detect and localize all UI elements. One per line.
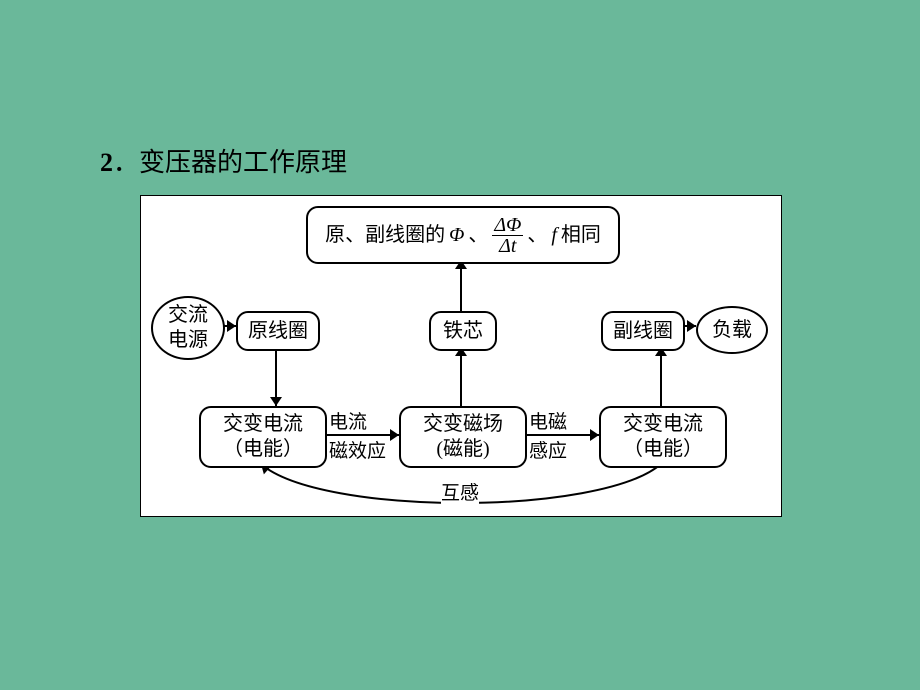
label-mag-effect: 磁效应	[329, 436, 386, 463]
label-em1: 电磁	[529, 407, 567, 434]
top-prefix: 原、副线圈的	[325, 223, 445, 248]
node-alt-field: 交变磁场(磁能)	[399, 406, 527, 468]
title-text: 变压器的工作原理	[139, 148, 347, 177]
frac-top: ΔΦ	[492, 215, 523, 236]
node-ac-current-1: 交变电流（电能）	[199, 406, 327, 468]
label-mutual: 互感	[441, 478, 479, 505]
node-ac-source: 交流电源	[151, 296, 225, 360]
top-suffix: 相同	[561, 223, 601, 248]
top-sep1: 、	[468, 223, 488, 248]
label-em2: 感应	[529, 436, 567, 463]
node-top-formula: 原、副线圈的 Φ 、 ΔΦ Δt 、 f 相同	[306, 206, 620, 264]
frac-bot: Δt	[497, 236, 518, 256]
node-ac-current-2: 交变电流（电能）	[599, 406, 727, 468]
top-f: f	[551, 223, 557, 248]
top-phi: Φ	[449, 223, 464, 248]
label-current: 电流	[329, 407, 367, 434]
top-frac: ΔΦ Δt	[492, 215, 523, 256]
node-primary-coil: 原线圈	[236, 311, 320, 351]
top-sep2: 、	[527, 223, 547, 248]
node-secondary-coil: 副线圈	[601, 311, 685, 351]
flowchart-diagram: 原、副线圈的 Φ 、 ΔΦ Δt 、 f 相同 交流电源 原线圈 铁芯 副线圈 …	[140, 195, 782, 517]
node-iron-core: 铁芯	[429, 311, 497, 351]
title-sep: ．	[113, 148, 139, 177]
section-title: 2．变压器的工作原理	[100, 142, 347, 179]
title-number: 2	[100, 148, 113, 177]
node-load: 负载	[696, 306, 768, 354]
